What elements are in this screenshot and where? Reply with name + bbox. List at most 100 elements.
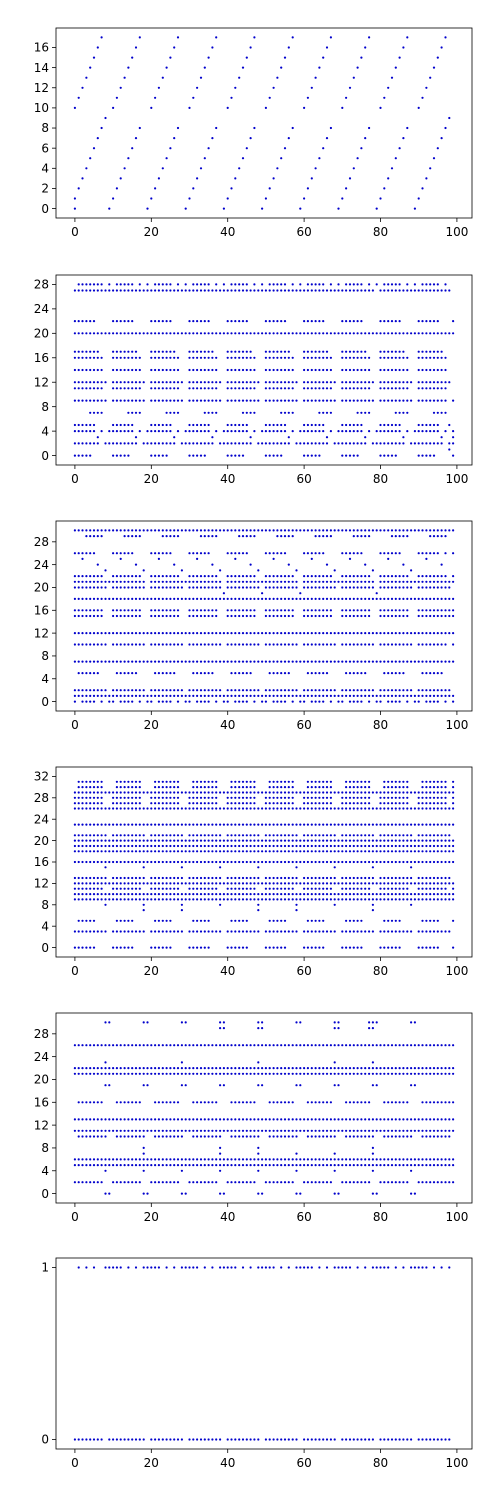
scatter-point: [196, 786, 198, 788]
scatter-point: [376, 661, 378, 663]
scatter-point: [261, 442, 263, 444]
scatter-point: [234, 442, 236, 444]
scatter-point: [230, 187, 232, 189]
scatter-point: [108, 882, 110, 884]
scatter-point: [81, 661, 83, 663]
scatter-point: [433, 840, 435, 842]
scatter-point: [150, 400, 152, 402]
scatter-point: [223, 791, 225, 793]
scatter-point: [448, 807, 450, 809]
scatter-point: [307, 1181, 309, 1183]
scatter-point: [303, 661, 305, 663]
scatter-point: [196, 455, 198, 457]
scatter-point: [124, 289, 126, 291]
scatter-point: [78, 575, 80, 577]
scatter-point: [120, 877, 122, 879]
scatter-point: [131, 442, 133, 444]
scatter-point: [295, 877, 297, 879]
scatter-point: [418, 695, 420, 697]
scatter-point: [116, 802, 118, 804]
scatter-point: [158, 387, 160, 389]
scatter-point: [89, 824, 91, 826]
scatter-point: [345, 861, 347, 863]
scatter-point: [112, 661, 114, 663]
scatter-point: [162, 824, 164, 826]
scatter-point: [112, 369, 114, 371]
scatter-point: [292, 357, 294, 359]
scatter-point: [146, 1158, 148, 1160]
scatter-point: [265, 824, 267, 826]
scatter-point: [269, 1164, 271, 1166]
x-tick-label: 60: [296, 472, 311, 486]
scatter-point: [341, 893, 343, 895]
scatter-point: [402, 332, 404, 334]
scatter-point: [269, 689, 271, 691]
scatter-point: [322, 947, 324, 949]
scatter-point: [74, 424, 76, 426]
scatter-point: [280, 332, 282, 334]
scatter-point: [219, 332, 221, 334]
scatter-point: [154, 455, 156, 457]
scatter-point: [261, 898, 263, 900]
scatter-point: [288, 786, 290, 788]
scatter-point: [326, 672, 328, 674]
scatter-point: [81, 387, 83, 389]
scatter-point: [230, 1164, 232, 1166]
scatter-point: [299, 289, 301, 291]
scatter-point: [429, 442, 431, 444]
scatter-point: [372, 1164, 374, 1166]
scatter-point: [315, 695, 317, 697]
scatter-point: [303, 615, 305, 617]
scatter-point: [127, 824, 129, 826]
scatter-point: [234, 320, 236, 322]
scatter-point: [246, 824, 248, 826]
scatter-point: [208, 552, 210, 554]
scatter-point: [292, 845, 294, 847]
scatter-point: [315, 424, 317, 426]
scatter-point: [433, 581, 435, 583]
scatter-point: [85, 920, 87, 922]
scatter-point: [246, 1164, 248, 1166]
scatter-point: [433, 283, 435, 285]
scatter-point: [242, 598, 244, 600]
scatter-point: [307, 930, 309, 932]
scatter-point: [192, 615, 194, 617]
scatter-point: [188, 877, 190, 879]
scatter-point: [93, 797, 95, 799]
scatter-point: [74, 824, 76, 826]
scatter-point: [162, 807, 164, 809]
scatter-point: [330, 861, 332, 863]
scatter-point: [429, 797, 431, 799]
scatter-point: [257, 898, 259, 900]
scatter-point: [200, 695, 202, 697]
scatter-point: [234, 351, 236, 353]
scatter-point: [124, 615, 126, 617]
scatter-point: [192, 187, 194, 189]
scatter-point: [177, 840, 179, 842]
scatter-point: [169, 430, 171, 432]
scatter-point: [154, 695, 156, 697]
scatter-point: [81, 430, 83, 432]
scatter-point: [135, 351, 137, 353]
x-tick-label: 100: [445, 225, 468, 239]
scatter-point: [410, 586, 412, 588]
scatter-point: [150, 824, 152, 826]
scatter-point: [292, 786, 294, 788]
scatter-point: [139, 834, 141, 836]
scatter-point: [238, 351, 240, 353]
scatter-point: [261, 632, 263, 634]
scatter-point: [120, 861, 122, 863]
scatter-point: [379, 695, 381, 697]
scatter-point: [452, 1164, 454, 1166]
scatter-point: [246, 1158, 248, 1160]
scatter-point: [311, 672, 313, 674]
scatter-point: [238, 332, 240, 334]
scatter-point: [162, 695, 164, 697]
scatter-point: [261, 695, 263, 697]
scatter-point: [81, 689, 83, 691]
scatter-point: [353, 1164, 355, 1166]
scatter-point: [93, 387, 95, 389]
scatter-point: [444, 824, 446, 826]
scatter-point: [341, 320, 343, 322]
scatter-point: [250, 46, 252, 48]
